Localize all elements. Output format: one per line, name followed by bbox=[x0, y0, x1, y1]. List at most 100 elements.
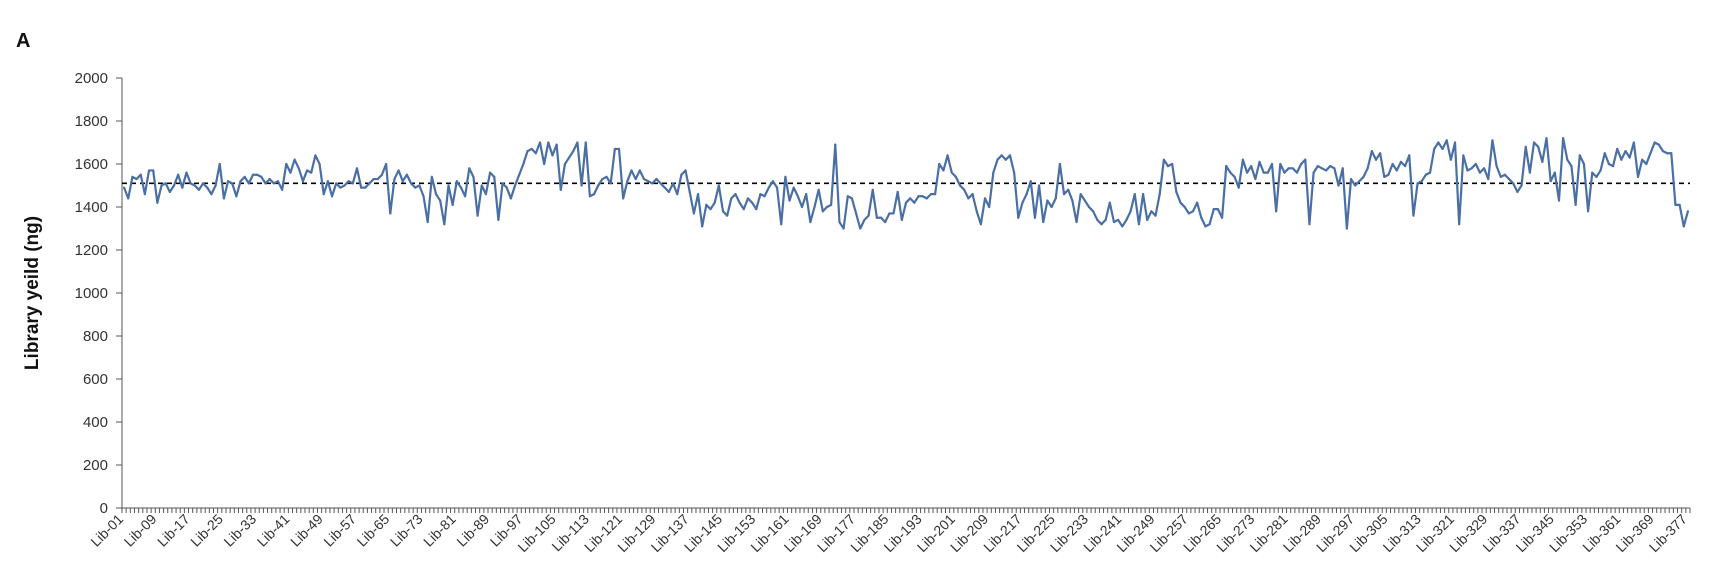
data-point bbox=[946, 154, 949, 157]
data-point bbox=[135, 177, 138, 181]
data-point bbox=[634, 177, 637, 181]
data-point bbox=[1532, 141, 1536, 144]
data-point bbox=[235, 195, 238, 198]
data-point bbox=[1295, 171, 1299, 174]
data-point bbox=[1595, 175, 1598, 178]
data-point bbox=[1100, 223, 1103, 226]
data-point bbox=[854, 212, 858, 215]
data-point bbox=[1050, 205, 1053, 209]
data-point bbox=[368, 182, 371, 185]
data-point bbox=[251, 173, 255, 176]
data-point bbox=[696, 193, 700, 196]
data-point bbox=[247, 182, 250, 185]
data-point bbox=[281, 188, 284, 191]
data-point bbox=[1441, 147, 1444, 151]
x-tick-label: Lib-105 bbox=[514, 511, 558, 555]
data-point bbox=[1221, 216, 1224, 219]
data-point bbox=[1578, 154, 1581, 157]
y-tick-label: 600 bbox=[83, 371, 108, 388]
data-point bbox=[1616, 147, 1619, 151]
data-point bbox=[647, 180, 650, 183]
data-point bbox=[1241, 158, 1244, 161]
y-tick-label: 2000 bbox=[75, 70, 108, 87]
data-point bbox=[526, 150, 529, 153]
data-point bbox=[879, 216, 883, 219]
data-point bbox=[1125, 218, 1128, 221]
data-point bbox=[950, 171, 953, 174]
data-point bbox=[172, 184, 176, 187]
data-point bbox=[1254, 177, 1257, 181]
data-point bbox=[1420, 180, 1423, 183]
data-point bbox=[655, 177, 658, 181]
y-tick-label: 1400 bbox=[75, 199, 108, 216]
data-point bbox=[688, 190, 691, 194]
data-point bbox=[1458, 223, 1461, 226]
data-point bbox=[1474, 162, 1477, 166]
data-point bbox=[1079, 193, 1082, 196]
data-point bbox=[1478, 171, 1482, 174]
data-point bbox=[488, 171, 492, 174]
data-point bbox=[197, 188, 201, 191]
data-point bbox=[243, 175, 246, 178]
data-point bbox=[418, 184, 421, 187]
y-axis-title: Library yeild (ng) bbox=[22, 216, 43, 370]
data-point bbox=[1312, 171, 1315, 174]
data-point bbox=[904, 201, 908, 204]
data-point bbox=[746, 197, 750, 200]
data-point bbox=[580, 184, 583, 187]
data-point bbox=[1649, 152, 1652, 155]
data-point bbox=[1191, 210, 1195, 213]
data-point bbox=[455, 180, 458, 183]
data-point bbox=[963, 188, 966, 191]
data-point bbox=[775, 186, 779, 189]
data-point bbox=[231, 182, 234, 185]
x-tick-label: Lib-57 bbox=[320, 511, 359, 550]
x-tick-label: Lib-89 bbox=[453, 511, 492, 550]
data-point bbox=[1146, 218, 1149, 221]
data-point bbox=[1366, 167, 1369, 170]
data-point bbox=[497, 218, 500, 221]
data-point bbox=[958, 184, 962, 187]
data-point bbox=[385, 162, 388, 166]
data-point bbox=[1645, 162, 1648, 166]
data-point bbox=[447, 184, 450, 187]
data-point bbox=[975, 210, 978, 213]
y-axis-ticks: 0 200 400 600 800 1000 1200 1400 1600 1800 2000 bbox=[75, 70, 122, 517]
data-point bbox=[1104, 218, 1107, 221]
data-point bbox=[330, 195, 334, 198]
data-point bbox=[613, 147, 616, 151]
data-point bbox=[626, 180, 629, 183]
data-point bbox=[1054, 197, 1057, 200]
data-point bbox=[929, 193, 933, 196]
data-point bbox=[1603, 152, 1606, 155]
data-point bbox=[439, 199, 442, 202]
data-point bbox=[1250, 165, 1253, 168]
x-tick-label: Lib-33 bbox=[220, 511, 259, 550]
data-point bbox=[1537, 145, 1540, 148]
data-point bbox=[809, 220, 812, 224]
data-point bbox=[343, 184, 346, 187]
data-point bbox=[796, 195, 799, 198]
data-point bbox=[680, 173, 683, 176]
data-point bbox=[1225, 165, 1228, 168]
data-point bbox=[1183, 205, 1186, 209]
data-point bbox=[763, 195, 766, 198]
data-point bbox=[1083, 199, 1086, 202]
data-point bbox=[1387, 173, 1390, 176]
data-point bbox=[1566, 158, 1569, 161]
data-point bbox=[127, 197, 130, 200]
data-point bbox=[1175, 190, 1178, 194]
data-point bbox=[501, 182, 504, 185]
data-point bbox=[476, 214, 479, 217]
data-point bbox=[1187, 212, 1190, 215]
data-point bbox=[380, 173, 384, 176]
y-tick-label: 0 bbox=[100, 500, 108, 517]
data-point bbox=[1200, 216, 1203, 219]
data-point bbox=[522, 162, 525, 166]
data-point bbox=[160, 184, 163, 187]
data-point bbox=[663, 186, 666, 189]
data-point bbox=[1279, 162, 1282, 166]
data-point bbox=[1196, 201, 1199, 204]
y-tick-label: 1800 bbox=[75, 113, 108, 130]
data-point bbox=[1245, 171, 1249, 174]
